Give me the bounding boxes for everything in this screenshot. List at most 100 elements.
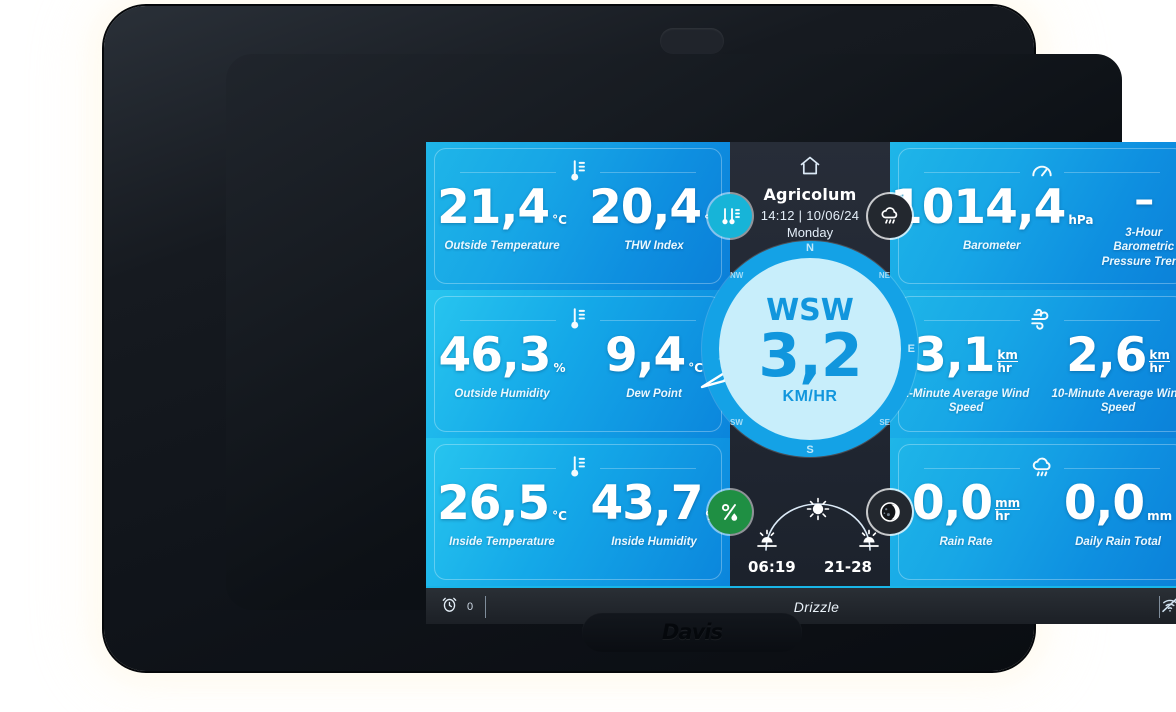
metric-value: 0,0: [1063, 476, 1145, 531]
metric-value: 9,4: [604, 328, 686, 383]
thermometer-badge-icon[interactable]: [708, 194, 752, 238]
status-bar: 0 Drizzle: [426, 586, 1176, 624]
status-divider: [1159, 596, 1160, 618]
metric-label: Dew Point: [626, 388, 682, 400]
rain-cloud-badge-icon[interactable]: [868, 194, 912, 238]
metric-label: 3-Hour Barometric Pressure Trend: [1101, 227, 1176, 268]
header-rule-left: [460, 468, 556, 469]
dashboard-grid: 21,4°C Outside Temperature 20,4°C THW In…: [426, 142, 1176, 586]
metric-barometer: 1014,4 hPa Barometer: [890, 184, 1094, 269]
metric-value: 1014,4: [890, 180, 1066, 235]
station-header[interactable]: Agricolum 14:12 | 10/06/24 Monday: [730, 154, 890, 240]
metric-unit: °C: [552, 508, 567, 523]
metric-row: 0,0 mm hr Rain Rate 0,0 mm Daily Rain Total: [890, 480, 1176, 549]
date-time: 14:12 | 10/06/24: [760, 208, 860, 223]
metric-unit: °C: [688, 360, 704, 375]
metric-row: 1014,4 hPa Barometer – 3-Hour Barometric …: [890, 177, 1176, 269]
metric-2min-wind-speed: 3,1 km hr 2-Minute Average Wind Speed: [890, 332, 1042, 416]
compass-label-sw: SW: [730, 418, 743, 427]
moon-phase-badge-icon[interactable]: [868, 490, 912, 534]
alarm-status[interactable]: 0: [426, 595, 473, 619]
metric-label: Rain Rate: [939, 536, 993, 548]
metric-label: Inside Temperature: [449, 536, 555, 548]
alarm-clock-icon: [440, 595, 459, 619]
header-rule-right: [600, 320, 696, 321]
station-name: Agricolum: [763, 185, 857, 204]
panel-barometer[interactable]: 1014,4 hPa Barometer – 3-Hour Barometric …: [890, 142, 1176, 290]
sun-times: 06:19 21-28: [738, 558, 882, 576]
unit-numerator: h: [1068, 212, 1077, 227]
unit-numerator: mm: [995, 495, 1021, 510]
metric-dew-point: 9,4 °C Dew Point: [578, 332, 730, 401]
thermometer-icon: [565, 158, 591, 184]
header-rule-right: [1064, 172, 1160, 173]
wind-speed-value: 3,2: [758, 320, 862, 391]
unit-denominator: hr: [1149, 360, 1170, 374]
weekday: Monday: [786, 225, 834, 240]
metric-inside-humidity: 43,7% Inside Humidity: [578, 480, 730, 549]
header-rule-right: [600, 172, 696, 173]
sunrise-sunset-block: 06:19 21-28: [738, 494, 882, 580]
weather-station-device: 21,4°C Outside Temperature 20,4°C THW In…: [104, 6, 1176, 671]
compass-label-ne: NE: [878, 271, 890, 280]
metric-value: 21,4: [437, 180, 550, 235]
metric-unit: km hr: [1149, 347, 1170, 374]
connectivity-status[interactable]: [1160, 595, 1176, 620]
compass-label-se: SE: [879, 418, 890, 427]
rain-cloud-icon: [1029, 454, 1055, 480]
unit-denominator: hr: [997, 360, 1018, 374]
unit-numerator: km: [1149, 347, 1170, 362]
sunrise-time: 06:19: [748, 558, 796, 576]
metric-inside-temperature: 26,5 °C Inside Temperature: [426, 480, 578, 549]
metric-value: –: [1134, 177, 1154, 223]
metric-value: 46,3: [438, 328, 552, 383]
metric-unit: mm hr: [995, 495, 1021, 522]
unit-numerator: km: [997, 347, 1018, 362]
metric-label: Outside Temperature: [444, 240, 560, 252]
metric-pressure-trend: – 3-Hour Barometric Pressure Trend: [1094, 177, 1176, 269]
metric-label: Outside Humidity: [454, 388, 550, 400]
gauge-icon: [1029, 158, 1055, 184]
metric-label: Inside Humidity: [611, 536, 697, 548]
panel-outside-humidity[interactable]: 46,3% Outside Humidity 9,4 °C Dew Point: [426, 290, 730, 438]
panel-inside-conditions[interactable]: 26,5°C Inside Temperature 43,7% Inside H…: [426, 438, 730, 586]
metric-label: Daily Rain Total: [1075, 536, 1161, 548]
panel-wind-speed[interactable]: 3,1 km hr 2-Minute Average Wind Speed 2,6 k…: [890, 290, 1176, 438]
home-icon: [798, 154, 822, 178]
compass-label-s: S: [806, 444, 814, 456]
metric-value: 26,5: [437, 476, 550, 531]
device-brand-plate: Davis: [582, 612, 802, 652]
metric-daily-rain-total: 0,0 mm Daily Rain Total: [1042, 480, 1176, 549]
metric-label: Barometer: [962, 240, 1021, 252]
compass-label-n: N: [806, 242, 814, 254]
brand-label: Davis: [662, 620, 723, 644]
metric-outside-humidity: 46,3% Outside Humidity: [426, 332, 578, 401]
camera-icon: [660, 28, 724, 54]
metric-value: 2,6: [1066, 328, 1147, 383]
header-rule-left: [924, 172, 1020, 173]
wind-compass[interactable]: N NE E SE S SW NW WSW 3,2: [700, 241, 918, 457]
wifi-off-icon: [1160, 595, 1176, 620]
metric-10min-wind-speed: 2,6 km hr 10-Minute Average Wind Speed: [1042, 332, 1176, 416]
weather-condition: Drizzle: [793, 599, 840, 615]
metric-unit: km hr: [997, 347, 1018, 374]
header-rule-left: [460, 320, 556, 321]
header-rule-left: [460, 172, 556, 173]
panel-rain[interactable]: 0,0 mm hr Rain Rate 0,0 mm Daily Rain Total: [890, 438, 1176, 586]
compass-readout: WSW 3,2 KM/HR: [719, 258, 901, 440]
metric-row: 21,4°C Outside Temperature 20,4°C THW In…: [426, 184, 730, 253]
metric-row: 46,3% Outside Humidity 9,4 °C Dew Point: [426, 332, 730, 401]
panel-outside-temperature[interactable]: 21,4°C Outside Temperature 20,4 °C THW In…: [426, 142, 730, 290]
alarm-count: 0: [467, 601, 474, 613]
humidity-percent-badge-icon[interactable]: [708, 490, 752, 534]
thermometer-icon: [565, 306, 591, 332]
metric-unit: %: [553, 360, 566, 375]
metric-rain-rate: 0,0 mm hr Rain Rate: [890, 480, 1042, 549]
wind-direction: WSW: [766, 292, 854, 328]
unit-denominator: hr: [995, 508, 1021, 522]
header-rule-left: [924, 320, 1020, 321]
header-rule-right: [600, 468, 696, 469]
wind-icon: [1029, 306, 1055, 332]
wind-speed-unit: KM/HR: [782, 387, 838, 405]
